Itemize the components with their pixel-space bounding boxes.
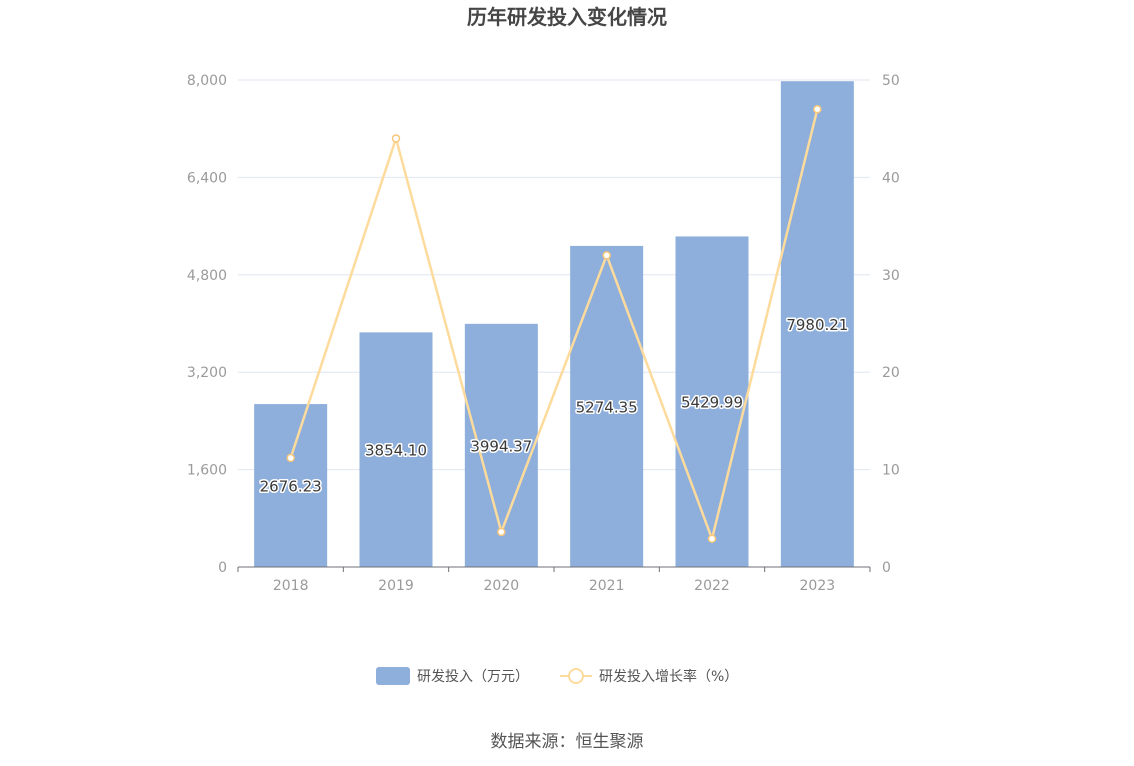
y-right-tick-label: 50: [882, 73, 900, 89]
data-labels: 2676.23 3854.10 3994.37 5274.35 5429.99 7980.…: [258, 315, 850, 497]
grid: [238, 79, 870, 471]
bar-2021: [570, 245, 644, 567]
bar-series: [254, 81, 854, 568]
y-right-tick-label: 30: [882, 268, 900, 284]
y-left-tick-label: 8,000: [187, 73, 227, 89]
y-left-tick-label: 0: [218, 560, 227, 576]
x-tick-label: 2020: [484, 578, 520, 594]
legend-line-label: 研发投入增长率（%）: [599, 668, 738, 685]
growth-point-2021: [602, 251, 611, 260]
y-left-tick-label: 6,400: [187, 170, 227, 186]
legend-bar-label: 研发投入（万元）: [417, 669, 529, 685]
growth-point-2020: [497, 527, 506, 537]
bar-2019: [359, 332, 433, 567]
x-tick-label: 2023: [800, 578, 836, 594]
source-note: 数据来源：恒生聚源: [491, 732, 644, 752]
bar-2022: [675, 236, 749, 568]
x-tick-label: 2022: [694, 578, 730, 594]
legend[interactable]: 研发投入（万元） 研发投入增长率（%）: [376, 667, 738, 685]
bar-value-label: 5429.99: [681, 394, 743, 412]
growth-point-2018: [286, 453, 295, 463]
bar-2023: [780, 81, 854, 568]
bar-2018: [254, 404, 328, 567]
bar-value-label: 2676.23: [260, 478, 322, 496]
growth-point-2019: [391, 134, 401, 143]
x-tick-label: 2021: [589, 578, 625, 594]
bar-value-label: 5274.35: [576, 398, 638, 416]
y-right-tick-label: 10: [882, 463, 900, 479]
legend-bar-swatch: [376, 667, 410, 685]
bar-value-label: 3854.10: [365, 442, 427, 460]
y-left-tick-label: 4,800: [187, 268, 227, 284]
growth-line: [289, 108, 819, 541]
legend-item-bar[interactable]: 研发投入（万元）: [376, 667, 529, 685]
legend-item-line[interactable]: 研发投入增长率（%）: [560, 668, 738, 685]
y-right-tick-label: 40: [882, 170, 900, 186]
chart-title: 历年研发投入变化情况: [467, 5, 667, 29]
y-right-tick-label: 20: [882, 365, 900, 381]
axes: 0 1,600 3,200 4,800 6,400 8,000 0 10 20 30 40 50 201…: [187, 73, 900, 594]
y-left-tick-label: 1,600: [187, 463, 227, 479]
x-tick-label: 2019: [378, 578, 414, 594]
growth-point-2022: [707, 534, 717, 544]
y-left-tick-label: 3,200: [187, 365, 227, 381]
line-series: [286, 104, 822, 544]
bar-value-label: 7980.21: [786, 316, 848, 334]
bar-value-label: 3994.37: [470, 437, 532, 455]
y-right-tick-label: 0: [882, 560, 891, 576]
x-tick-label: 2018: [273, 578, 309, 594]
legend-line-marker: [568, 668, 584, 684]
growth-point-2023: [813, 104, 822, 114]
